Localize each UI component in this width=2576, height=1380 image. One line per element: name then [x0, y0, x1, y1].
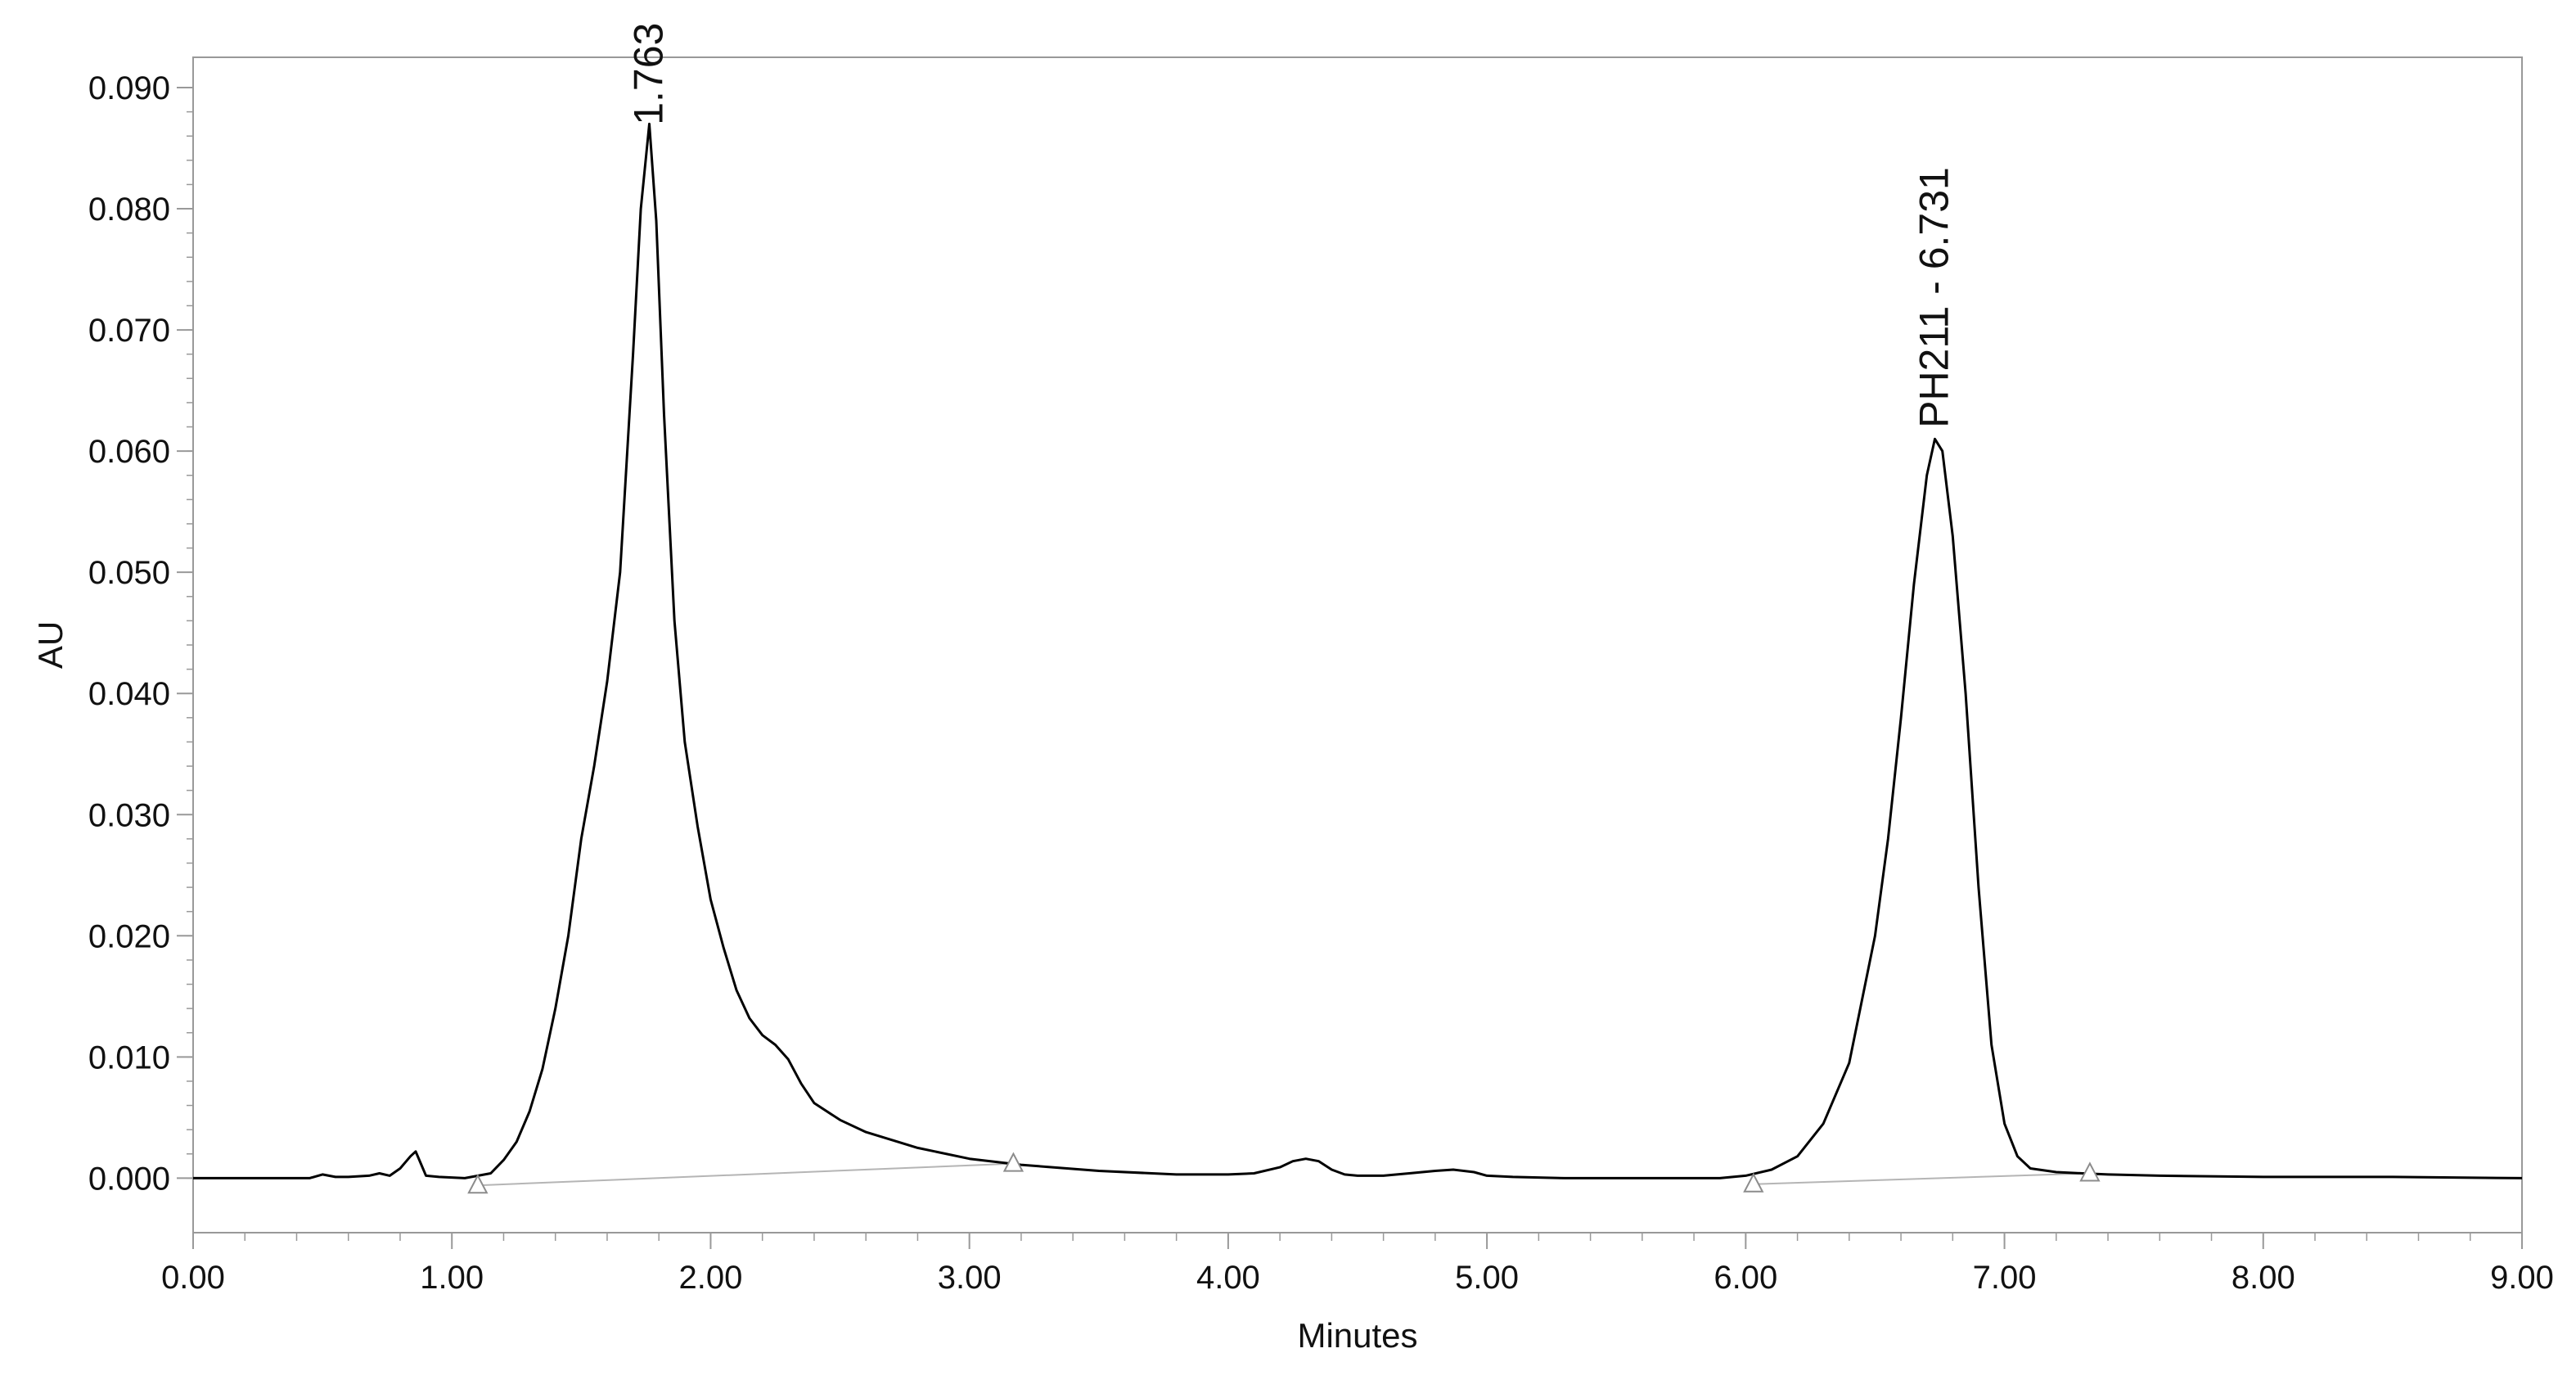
x-minor-ticks — [192, 1233, 2523, 1241]
x-tick-label: 4.00 — [1196, 1260, 1260, 1296]
integration-baselines — [477, 1162, 2090, 1187]
series-group — [193, 122, 2523, 1179]
y-minor-ticks — [187, 87, 193, 1179]
integration-marker — [2079, 1161, 2101, 1182]
y-tick-label: 0.040 — [88, 676, 170, 712]
y-tick-label: 0.000 — [88, 1161, 170, 1197]
x-tick-label: 8.00 — [2231, 1260, 2295, 1296]
x-tick-label: 6.00 — [1714, 1260, 1777, 1296]
y-tick-label: 0.070 — [88, 313, 170, 349]
y-axis-title: AU — [31, 621, 70, 669]
x-tick-label: 0.00 — [161, 1260, 225, 1296]
peak-annotations: 1.763 PH211 - 6.731 — [626, 23, 1957, 428]
x-axis-ticks: 0.00 1.00 2.00 3.00 4.00 5.00 6.00 7.00 8.00 9.00 — [161, 1233, 2554, 1296]
integration-marker — [1743, 1172, 1764, 1193]
x-axis-title: Minutes — [1297, 1316, 1417, 1355]
peak-label: PH211 - 6.731 — [1912, 167, 1957, 428]
integration-markers — [467, 1152, 2101, 1194]
chromatogram-trace — [193, 122, 2523, 1179]
y-tick-label: 0.030 — [88, 797, 170, 833]
integration-baseline — [1753, 1172, 2090, 1185]
integration-marker — [467, 1174, 489, 1194]
y-tick-label: 0.090 — [88, 70, 170, 106]
plot-frame — [192, 56, 2523, 1233]
y-tick-label: 0.020 — [88, 918, 170, 954]
y-tick-label: 0.050 — [88, 555, 170, 591]
x-tick-label: 3.00 — [938, 1260, 1002, 1296]
x-tick-label: 5.00 — [1455, 1260, 1519, 1296]
peak-label: 1.763 — [626, 23, 672, 125]
x-tick-label: 1.00 — [420, 1260, 484, 1296]
y-axis-ticks: 0.000 0.010 0.020 0.030 0.040 0.050 0.060 0.070… — [88, 70, 193, 1197]
x-tick-label: 9.00 — [2490, 1260, 2554, 1296]
y-tick-label: 0.080 — [88, 192, 170, 228]
x-tick-label: 7.00 — [1973, 1260, 2037, 1296]
integration-baseline — [477, 1162, 1014, 1187]
y-tick-label: 0.060 — [88, 434, 170, 470]
x-tick-label: 2.00 — [679, 1260, 743, 1296]
integration-marker — [1002, 1152, 1025, 1172]
y-tick-label: 0.010 — [88, 1040, 170, 1076]
